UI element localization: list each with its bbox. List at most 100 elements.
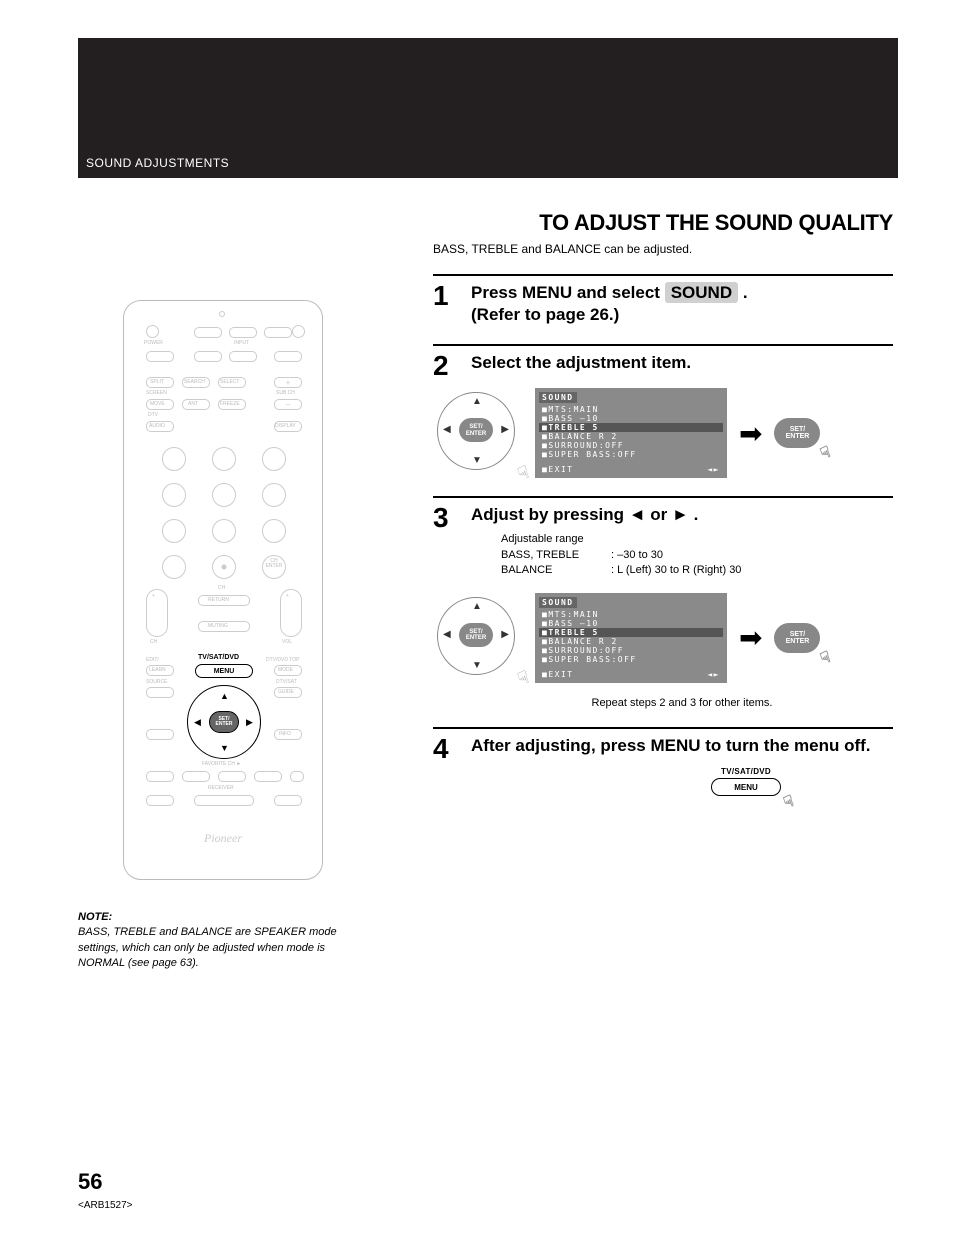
dpad-illustration: ▲ ▼ ◀ ▶ SET/ENTER ☟ bbox=[433, 388, 523, 478]
edit-label: EDIT/ bbox=[146, 657, 159, 663]
step-title: Press MENU and select SOUND . (Refer to … bbox=[471, 282, 893, 326]
transport-btn bbox=[254, 771, 282, 782]
receiver-btn bbox=[194, 795, 254, 806]
document-code: <ARB1527> bbox=[78, 1200, 133, 1211]
ch-top-label: CH bbox=[218, 585, 225, 591]
return-label: RETURN bbox=[208, 597, 229, 603]
section-label: SOUND ADJUSTMENTS bbox=[86, 156, 229, 170]
step-text: . bbox=[738, 283, 747, 302]
subch-label: SUB CH bbox=[276, 390, 295, 396]
transport-btn bbox=[182, 771, 210, 782]
favorite-label: FAVORITE CH ► bbox=[202, 761, 241, 767]
dtvsat-label: DTV/SAT bbox=[276, 679, 297, 685]
osd-screen: SOUND ■MTS:MAIN ■BASS –10 ■TREBLE 5 ■BAL… bbox=[535, 388, 727, 478]
up-arrow-icon: ▲ bbox=[472, 601, 482, 612]
rocker-plus: + bbox=[152, 593, 155, 599]
osd-exit: ■EXIT bbox=[542, 465, 574, 474]
sound-tag: SOUND bbox=[665, 282, 738, 303]
note-heading: NOTE: bbox=[78, 911, 112, 923]
source-button bbox=[146, 687, 174, 698]
osd-title: SOUND bbox=[539, 597, 577, 608]
tvsat-label: TV/SAT/DVD bbox=[198, 654, 239, 661]
page-title: TO ADJUST THE SOUND QUALITY bbox=[433, 210, 893, 236]
remote-small-btn bbox=[274, 351, 302, 362]
vol-rocker bbox=[280, 589, 302, 637]
down-arrow-icon: ▼ bbox=[472, 660, 482, 671]
num-button bbox=[162, 483, 186, 507]
osd-row: ■MTS:MAIN bbox=[539, 405, 723, 414]
menu-button: MENU bbox=[195, 664, 253, 678]
osd-row-highlight: ■TREBLE 5 bbox=[539, 628, 723, 637]
range-value: : –30 to 30 bbox=[611, 549, 663, 561]
up-arrow-icon: ▲ bbox=[472, 396, 482, 407]
remote-small-btn bbox=[194, 351, 222, 362]
num-button bbox=[212, 447, 236, 471]
ch-label: CH bbox=[150, 639, 157, 645]
power-button bbox=[146, 325, 159, 338]
adjustable-range: Adjustable range BASS, TREBLE: –30 to 30… bbox=[501, 532, 893, 578]
page-number: 56 bbox=[78, 1169, 102, 1195]
osd-row: ■SURROUND:OFF bbox=[539, 646, 723, 655]
hand-icon: ☟ bbox=[782, 792, 797, 811]
left-column: POWER INPUT SPLIT SEARCH SELECT + SCREEN… bbox=[78, 300, 368, 972]
menu-button: MENU ☟ bbox=[711, 778, 781, 796]
num-button bbox=[212, 519, 236, 543]
header-bar: SOUND ADJUSTMENTS bbox=[78, 38, 898, 178]
dpad-illustration: ▲ ▼ ◀ ▶ SET/ENTER ☟ bbox=[433, 593, 523, 683]
range-label: BALANCE bbox=[501, 563, 611, 578]
mode-label: MODE bbox=[278, 667, 293, 673]
dpad-down-icon: ▼ bbox=[220, 743, 229, 753]
osd-row: ■SUPER BASS:OFF bbox=[539, 655, 723, 664]
hand-icon: ☟ bbox=[515, 462, 532, 485]
menu-button-label: MENU bbox=[734, 783, 758, 792]
remote-small-btn bbox=[229, 327, 257, 338]
osd-nav-icon: ◄► bbox=[707, 670, 720, 679]
step-text: Adjust by pressing bbox=[471, 505, 629, 524]
set-enter-button: SET/ENTER ☟ bbox=[774, 418, 820, 448]
hand-icon: ☟ bbox=[515, 666, 532, 689]
remote-small-btn bbox=[194, 327, 222, 338]
select-label: SELECT bbox=[220, 379, 239, 385]
right-arrow-icon: ▶ bbox=[501, 424, 509, 435]
remote-small-btn bbox=[146, 729, 174, 740]
search-label: SEARCH bbox=[184, 379, 205, 385]
transport-btn bbox=[218, 771, 246, 782]
step-2: 2 Select the adjustment item. ▲ ▼ ◀ ▶ SE… bbox=[433, 344, 893, 478]
set-enter-label: SET/ENTER bbox=[786, 631, 810, 645]
dpad-right-icon: ▶ bbox=[246, 717, 253, 728]
osd-exit: ■EXIT bbox=[542, 670, 574, 679]
page-subtitle: BASS, TREBLE and BALANCE can be adjusted… bbox=[433, 242, 893, 256]
remote-small-btn bbox=[264, 327, 292, 338]
ch-rocker bbox=[146, 589, 168, 637]
note-body: BASS, TREBLE and BALANCE are SPEAKER mod… bbox=[78, 926, 337, 969]
ant-label: ANT bbox=[188, 401, 198, 407]
osd-row: ■SUPER BASS:OFF bbox=[539, 450, 723, 459]
num-button bbox=[262, 447, 286, 471]
right-column: TO ADJUST THE SOUND QUALITY BASS, TREBLE… bbox=[433, 210, 893, 796]
step-text: . bbox=[689, 505, 698, 524]
power-label: POWER bbox=[144, 340, 163, 346]
remote-small-btn bbox=[146, 351, 174, 362]
osd-row: ■BASS –10 bbox=[539, 414, 723, 423]
muting-label: MUTING bbox=[208, 623, 228, 629]
osd-row-highlight: ■TREBLE 5 bbox=[539, 423, 723, 432]
learn-label: LEARN bbox=[149, 667, 166, 673]
osd-row: ■BALANCE R 2 bbox=[539, 637, 723, 646]
left-arrow-icon: ◀ bbox=[443, 424, 451, 435]
osd-title: SOUND bbox=[539, 392, 577, 403]
range-value: : L (Left) 30 to R (Right) 30 bbox=[611, 564, 741, 576]
minus-button: – bbox=[274, 399, 302, 410]
set-enter-button: SET/ENTER ☟ bbox=[774, 623, 820, 653]
vol-label: VOL bbox=[282, 639, 292, 645]
step-title: Select the adjustment item. bbox=[471, 352, 893, 374]
num-button bbox=[162, 555, 186, 579]
transport-btn bbox=[146, 771, 174, 782]
move-label: MOVE bbox=[150, 401, 165, 407]
step-number: 1 bbox=[433, 282, 471, 326]
osd-row: ■MTS:MAIN bbox=[539, 610, 723, 619]
set-enter-label: SET/ENTER bbox=[786, 426, 810, 440]
info-label: INFO bbox=[279, 731, 291, 737]
num-button bbox=[212, 555, 236, 579]
osd-row: ■BASS –10 bbox=[539, 619, 723, 628]
receiver-btn bbox=[274, 795, 302, 806]
